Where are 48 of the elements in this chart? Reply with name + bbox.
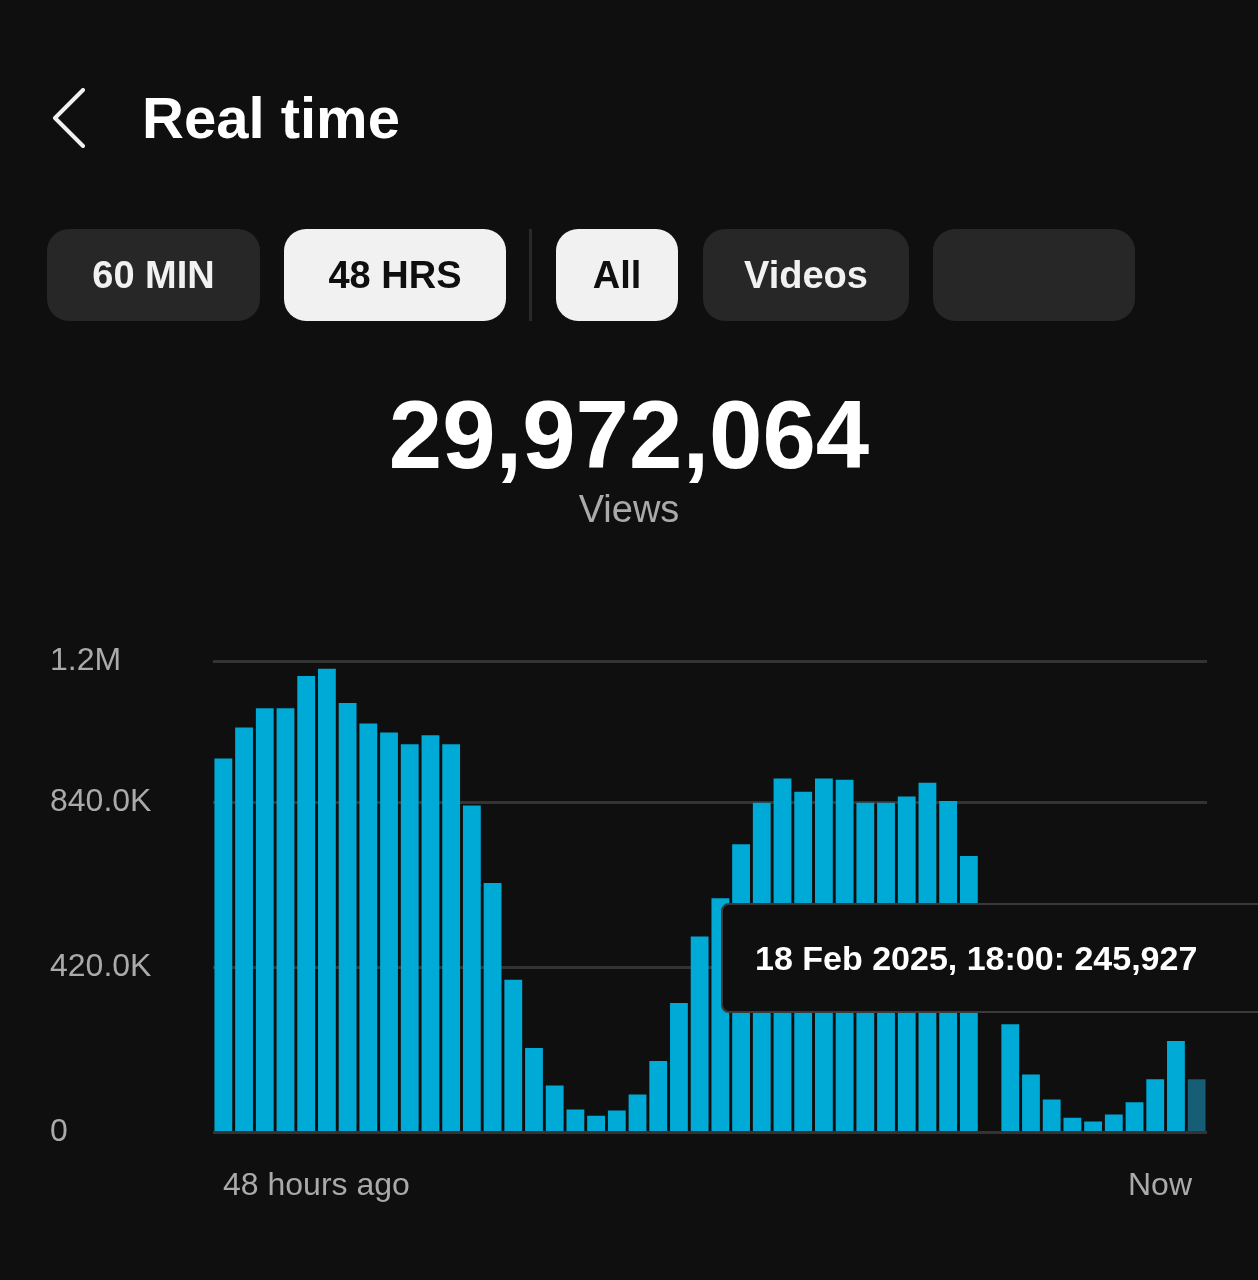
tooltip: 18 Feb 2025, 18:00: 245,927 xyxy=(721,903,1258,1013)
bar xyxy=(483,883,502,1132)
y-tick-label: 420.0K xyxy=(50,947,152,984)
text: 48 HRS xyxy=(284,229,506,321)
text: Videos xyxy=(703,229,909,321)
bar xyxy=(566,1109,585,1132)
text: All xyxy=(556,229,678,321)
text: Now xyxy=(1127,1166,1192,1203)
y-tick-label: 840.0K xyxy=(50,782,152,819)
y-tick-label: 0 xyxy=(50,1112,68,1149)
bar xyxy=(1042,1099,1061,1132)
chart-title: Real time xyxy=(142,84,400,151)
bar xyxy=(1146,1079,1165,1132)
y-tick-label: 1.2M xyxy=(50,640,122,677)
bar xyxy=(380,732,398,1132)
bar xyxy=(545,1085,564,1132)
bar xyxy=(628,1094,647,1132)
bar xyxy=(421,735,440,1132)
bar xyxy=(525,1048,543,1132)
bar xyxy=(649,1061,668,1132)
bar xyxy=(400,744,419,1132)
bar xyxy=(504,979,523,1132)
text: 48 hours ago xyxy=(223,1166,410,1203)
bar xyxy=(255,708,274,1132)
bar xyxy=(1125,1102,1144,1132)
bar xyxy=(442,744,461,1132)
bar xyxy=(670,1002,688,1132)
bar xyxy=(1167,1041,1185,1132)
bar xyxy=(276,708,295,1132)
text: Views xyxy=(577,488,681,531)
bar xyxy=(1104,1114,1123,1132)
text: 29,972,064 xyxy=(387,380,871,490)
bar xyxy=(587,1115,606,1132)
bar xyxy=(214,758,233,1132)
text: 60 MIN xyxy=(47,229,260,321)
bar xyxy=(1001,1024,1020,1132)
bar xyxy=(1187,1079,1206,1132)
bar xyxy=(462,805,481,1132)
bar xyxy=(338,703,357,1132)
bar xyxy=(1022,1074,1040,1132)
bar xyxy=(607,1110,626,1132)
bar xyxy=(690,936,709,1132)
bar xyxy=(359,723,378,1132)
bar xyxy=(1084,1121,1103,1132)
bar xyxy=(235,727,253,1132)
bar xyxy=(317,668,336,1132)
bar xyxy=(1063,1117,1082,1132)
bar xyxy=(297,675,316,1132)
